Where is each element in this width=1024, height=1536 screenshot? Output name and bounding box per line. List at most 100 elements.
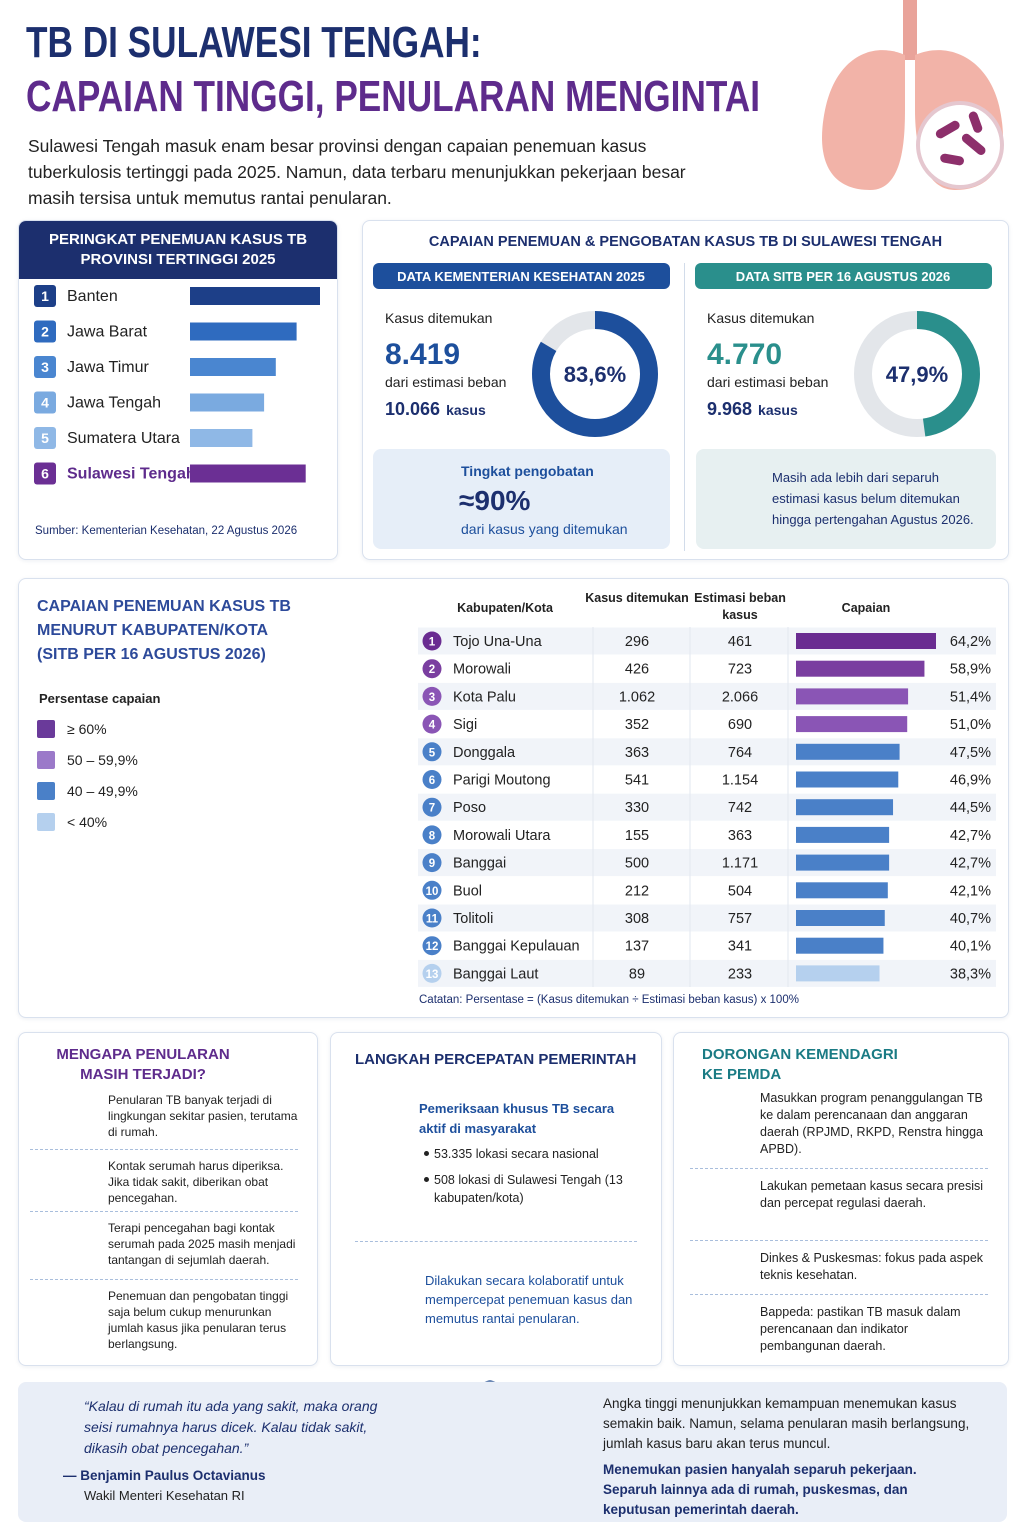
divider — [684, 263, 685, 551]
push-item: Masukkan program penanggulangan TB ke da… — [760, 1091, 984, 1156]
district-name: Banggai Kepulauan — [453, 939, 580, 955]
capaian-bar — [796, 937, 884, 954]
why-card: MENGAPA PENULARAN MASIH TERJADI? — [18, 1032, 318, 1366]
bar — [190, 287, 320, 305]
found-cell: 426 — [625, 662, 649, 678]
steps-card: LANGKAH PERCEPATAN PEMERINTAH Pemeriksaa… — [330, 1032, 662, 1366]
province-name: Banten — [67, 288, 118, 305]
estimate-unit: kasus — [758, 402, 798, 418]
donut-arc — [532, 311, 658, 437]
district-name: Morowali Utara — [453, 828, 551, 844]
rank-number: 2 — [429, 664, 435, 676]
legend-swatch — [37, 720, 55, 738]
capaian-bar — [796, 688, 909, 705]
closing-banner: “Kalau di rumah itu ada yang sakit, maka… — [18, 1382, 1007, 1522]
rank-circle — [422, 770, 442, 789]
row-band — [418, 793, 996, 821]
legend-swatch — [37, 782, 55, 800]
district-name: Morowali — [453, 662, 511, 678]
capaian-bar — [796, 854, 890, 871]
trachea — [903, 0, 917, 60]
capaian-bar — [796, 771, 899, 788]
rank-number: 10 — [426, 886, 439, 898]
treatment-value: ≈90% — [459, 485, 531, 516]
found-cell: 137 — [625, 939, 649, 955]
rank-number: 13 — [426, 969, 439, 981]
rank-number: 3 — [41, 359, 49, 375]
estimate-cell: 2.066 — [722, 689, 758, 705]
rank-number: 5 — [429, 747, 436, 759]
separator — [690, 1168, 988, 1169]
estimate-cell: 1.154 — [722, 773, 758, 789]
legend-label: 40 – 49,9% — [67, 783, 138, 799]
found-cell: 296 — [625, 634, 649, 650]
column-header: Estimasi beban kasus — [694, 591, 786, 622]
rank-number: 4 — [41, 395, 49, 411]
district-name: Kota Palu — [453, 689, 516, 705]
rank-circle — [422, 853, 442, 873]
capaian-label: 51,4% — [950, 689, 991, 705]
found-cell: 500 — [625, 856, 649, 872]
found-cell: 330 — [625, 800, 649, 816]
found-cell: 155 — [625, 828, 649, 844]
separator — [30, 1211, 298, 1212]
capaian-bar — [796, 633, 936, 649]
donut-label: 83,6% — [564, 362, 626, 387]
legend-title: Persentase capaian — [39, 691, 161, 706]
capaian-label: 42,1% — [950, 883, 991, 899]
bar — [190, 322, 297, 341]
magnifier — [916, 101, 1004, 189]
column-header: Capaian — [841, 601, 891, 615]
separator — [690, 1294, 988, 1295]
achievement-title: CAPAIAN PENEMUAN & PENGOBATAN KASUS TB D… — [428, 234, 943, 250]
rank-number: 8 — [429, 830, 436, 842]
rank-circle — [422, 742, 442, 762]
estimate-value: 9.968 — [707, 399, 752, 419]
found-cell: 89 — [629, 966, 645, 982]
rank-number: 3 — [429, 692, 435, 704]
treatment-box: Tingkat pengobatan ≈90% dari kasus yang … — [373, 449, 670, 549]
district-name: Sigi — [453, 717, 477, 733]
rank-number: 4 — [429, 720, 436, 732]
rank-number: 12 — [426, 941, 439, 953]
estimate-cell: 233 — [728, 966, 752, 982]
capaian-bar — [796, 965, 880, 982]
rank-badge — [34, 427, 56, 449]
column-header: Kasus ditemukan — [585, 591, 689, 605]
capaian-label: 58,9% — [950, 662, 991, 678]
rank-badge — [34, 356, 56, 378]
bar — [190, 393, 265, 412]
lungs-illustration — [822, 0, 1004, 191]
donut-label: 47,9% — [886, 362, 948, 387]
rank-number: 2 — [41, 324, 49, 340]
steps-subtitle: Pemeriksaan khusus TB secara aktif di ma… — [419, 1101, 615, 1136]
rank-circle — [422, 659, 442, 679]
title: CAPAIAN TINGGI, PENULARAN MENGINTAI — [26, 72, 760, 121]
separator — [690, 1240, 988, 1241]
estimate-cell: 690 — [728, 717, 752, 733]
capaian-bar — [796, 716, 908, 733]
rank-circle — [422, 963, 442, 983]
capaian-bar — [796, 743, 900, 760]
steps-bullet: 53.335 lokasi secara nasional — [434, 1147, 599, 1161]
separator — [30, 1149, 298, 1150]
rank-circle — [422, 880, 442, 900]
quote-role: Wakil Menteri Kesehatan RI — [84, 1488, 245, 1503]
estimate-label: dari estimasi beban — [707, 374, 828, 390]
bullet-dot — [424, 1177, 429, 1182]
capaian-label: 47,5% — [950, 745, 991, 761]
capaian-bar — [796, 660, 925, 677]
estimate-cell: 363 — [728, 828, 752, 844]
found-cell: 363 — [625, 745, 649, 761]
estimate-cell: 504 — [728, 883, 752, 899]
capaian-label: 64,2% — [950, 634, 991, 650]
why-title: MENGAPA PENULARAN MASIH TERJADI? — [56, 1046, 230, 1083]
closing-text: Angka tinggi menunjukkan kemampuan menem… — [603, 1396, 970, 1451]
district-name: Tojo Una-Una — [453, 634, 543, 650]
legend-swatch — [37, 813, 55, 831]
rank-badge — [34, 462, 56, 485]
rank-circle — [422, 631, 442, 651]
district-title: CAPAIAN PENEMUAN KASUS TB MENURUT KABUPA… — [37, 598, 291, 663]
district-name: Poso — [453, 800, 486, 816]
